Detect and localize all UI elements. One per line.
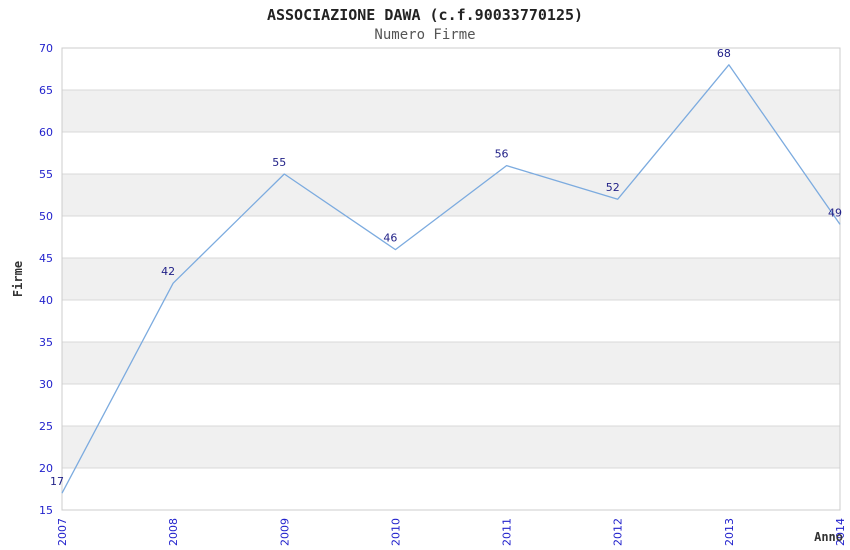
x-tick-label: 2009 <box>278 518 291 546</box>
y-tick-label: 40 <box>39 294 53 307</box>
y-tick-label: 35 <box>39 336 53 349</box>
point-label: 42 <box>161 265 175 278</box>
y-tick-label: 30 <box>39 378 53 391</box>
grid-band <box>62 174 840 216</box>
y-tick-label: 45 <box>39 252 53 265</box>
chart-title: ASSOCIAZIONE DAWA (c.f.90033770125) <box>266 6 584 24</box>
grid-band <box>62 216 840 258</box>
x-tick-label: 2010 <box>389 518 402 546</box>
point-label: 46 <box>383 232 397 245</box>
y-axis-title: Firme <box>11 261 25 297</box>
y-tick-label: 50 <box>39 210 53 223</box>
chart-subtitle: Numero Firme <box>374 27 476 43</box>
grid-band <box>62 342 840 384</box>
y-tick-label: 65 <box>39 84 53 97</box>
grid-band <box>62 258 840 300</box>
grid-band <box>62 426 840 468</box>
point-label: 55 <box>272 156 286 169</box>
x-tick-label: 2011 <box>501 518 514 546</box>
point-label: 49 <box>828 206 842 219</box>
x-tick-label: 2007 <box>56 518 69 546</box>
x-axis-title: Anno <box>814 530 843 544</box>
x-tick-label: 2008 <box>167 518 180 546</box>
y-tick-label: 70 <box>39 42 53 55</box>
y-tick-label: 25 <box>39 420 53 433</box>
point-label: 68 <box>717 47 731 60</box>
grid-band <box>62 300 840 342</box>
point-label: 52 <box>606 181 620 194</box>
grid-band <box>62 48 840 90</box>
x-tick-label: 2014 <box>834 518 847 546</box>
point-label: 56 <box>495 148 509 161</box>
y-tick-label: 60 <box>39 126 53 139</box>
point-label: 17 <box>50 475 64 488</box>
x-tick-label: 2013 <box>723 518 736 546</box>
grid-band <box>62 384 840 426</box>
x-tick-label: 2012 <box>612 518 625 546</box>
grid-band <box>62 132 840 174</box>
grid-band <box>62 468 840 510</box>
plot-border <box>61 47 841 511</box>
y-tick-label: 20 <box>39 462 53 475</box>
y-tick-label: 15 <box>39 504 53 517</box>
grid-band <box>62 90 840 132</box>
y-tick-label: 55 <box>39 168 53 181</box>
series-line <box>61 64 841 494</box>
